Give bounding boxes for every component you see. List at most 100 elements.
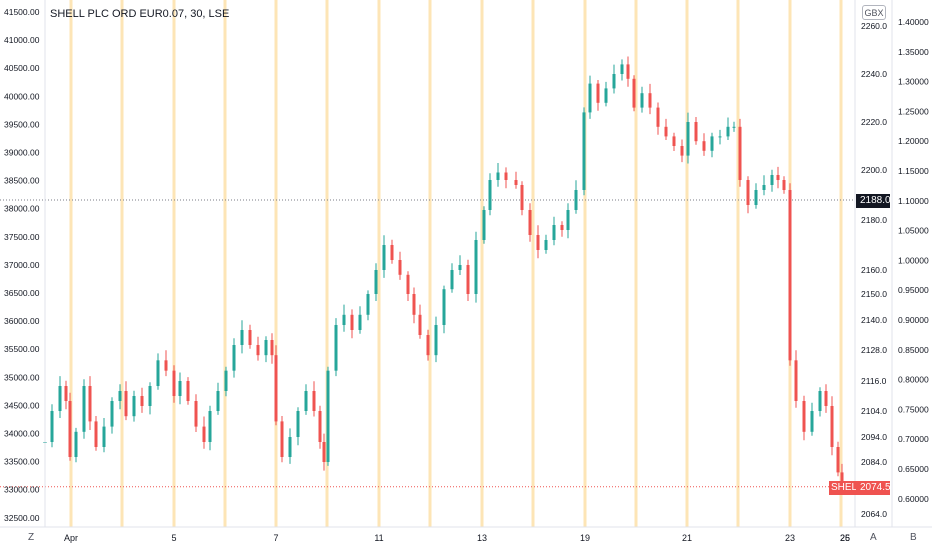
ratio-axis-tick-label: 1.25000 <box>898 106 929 116</box>
price-axis-tick-label: 2160.0 <box>861 265 887 275</box>
ratio-axis-tick-label: 0.75000 <box>898 404 929 414</box>
ratio-axis-tick-label: 0.70000 <box>898 434 929 444</box>
candle-body <box>762 185 766 190</box>
candle-body <box>474 240 478 294</box>
left-axis-tick-label: 37500.00 <box>4 232 40 242</box>
timezone-button[interactable]: Z <box>28 532 35 543</box>
ratio-axis-tick-label: 1.40000 <box>898 17 929 27</box>
time-axis-label: 5 <box>171 533 176 543</box>
ratio-axis-tick-label: 1.15000 <box>898 166 929 176</box>
left-axis-ticks: 41500.00 41000.00 40500.00 40000.00 39500.00… <box>4 7 40 523</box>
candle-body <box>418 314 422 335</box>
candles <box>43 56 844 493</box>
candle-body <box>664 126 668 137</box>
candle-body <box>118 391 122 401</box>
candle-body <box>718 136 722 138</box>
candle-body <box>680 146 684 156</box>
ratio-axis-tick-label: 1.10000 <box>898 196 929 206</box>
candle-body <box>640 93 644 108</box>
candle-body <box>782 180 786 190</box>
left-axis-tick-label: 39000.00 <box>4 148 40 158</box>
candle-body <box>544 240 548 250</box>
candle-body <box>426 335 430 356</box>
candle-body <box>312 391 316 411</box>
ratio-axis-tick-label: 1.30000 <box>898 77 929 87</box>
candle-body <box>746 180 750 205</box>
candle-body <box>488 180 492 210</box>
candle-body <box>256 345 260 356</box>
candle-body <box>50 411 54 442</box>
price-axis-tick-label: 2200.0 <box>861 165 887 175</box>
candle-body <box>148 386 152 406</box>
price-axis-ticks: 2260.0 2240.0 2220.0 2200.0 2180.0 2160.0 2150… <box>861 21 887 519</box>
candle-body <box>248 330 252 345</box>
candle-body <box>194 401 198 427</box>
candle-body <box>88 386 92 422</box>
candle-body <box>732 126 736 128</box>
candle-body <box>830 406 834 447</box>
candle-body <box>322 442 326 462</box>
candle-body <box>412 294 416 315</box>
candle-body <box>626 64 630 79</box>
candle-body <box>398 260 402 275</box>
time-axis-label: Apr <box>64 533 78 543</box>
candle-body <box>710 136 714 151</box>
right-scale-button[interactable]: B <box>910 532 917 543</box>
ratio-axis-tick-label: 0.85000 <box>898 345 929 355</box>
candle-body <box>406 274 410 294</box>
candle-body <box>596 83 600 103</box>
chart-title: SHELL PLC ORD EUR0.07, 30, LSE <box>50 8 230 20</box>
time-axis-label: 26 <box>840 533 850 543</box>
candle-body <box>358 314 362 330</box>
candle-body <box>186 381 190 401</box>
price-axis-tick-label: 2240.0 <box>861 69 887 79</box>
price-axis-tick-label: 2094.0 <box>861 432 887 442</box>
candle-body <box>270 340 274 356</box>
left-axis-tick-label: 37000.00 <box>4 260 40 270</box>
price-axis-tick-label: 2128.0 <box>861 345 887 355</box>
left-axis-tick-label: 40000.00 <box>4 91 40 101</box>
candle-body <box>788 190 792 361</box>
candle-body <box>824 391 828 406</box>
candle-body <box>374 270 378 294</box>
candle-body <box>172 370 176 396</box>
candle-body <box>208 411 212 442</box>
candle-body <box>132 396 136 417</box>
candle-body <box>482 210 486 240</box>
time-axis-label: 11 <box>374 533 383 543</box>
left-axis-tick-label: 38000.00 <box>4 204 40 214</box>
candle-body <box>528 210 532 235</box>
candle-body <box>82 386 86 432</box>
price-axis-tick-label: 2140.0 <box>861 315 887 325</box>
candle-body <box>612 74 616 89</box>
candle-body <box>124 391 128 417</box>
candle-body <box>520 185 524 210</box>
time-axis-label: 13 <box>477 533 487 543</box>
auto-scale-button[interactable]: A <box>870 532 877 543</box>
candle-body <box>514 180 518 185</box>
candle-body <box>382 245 386 270</box>
candle-body <box>232 345 236 371</box>
candle-body <box>434 325 438 356</box>
session-separators <box>69 0 843 527</box>
price-axis-tick-label: 2116.0 <box>861 376 887 386</box>
candle-body <box>178 381 182 396</box>
currency-badge[interactable]: GBX <box>862 5 886 20</box>
time-axis-label: 25 <box>840 533 850 543</box>
time-axis-label: 19 <box>580 533 590 543</box>
candle-body <box>694 122 698 142</box>
candle-body <box>102 426 106 447</box>
candle-body <box>334 325 338 371</box>
candle-body <box>450 270 454 290</box>
candle-body <box>582 112 586 190</box>
time-axis-label: 21 <box>682 533 692 543</box>
candle-body <box>836 447 840 473</box>
left-axis-tick-label: 40500.00 <box>4 63 40 73</box>
price-axis-tick-label: 2260.0 <box>861 21 887 31</box>
candle-body <box>802 401 806 432</box>
price-axis-tick-label: 2180.0 <box>861 215 887 225</box>
ratio-axis-tick-label: 0.60000 <box>898 494 929 504</box>
candle-body <box>264 340 268 356</box>
